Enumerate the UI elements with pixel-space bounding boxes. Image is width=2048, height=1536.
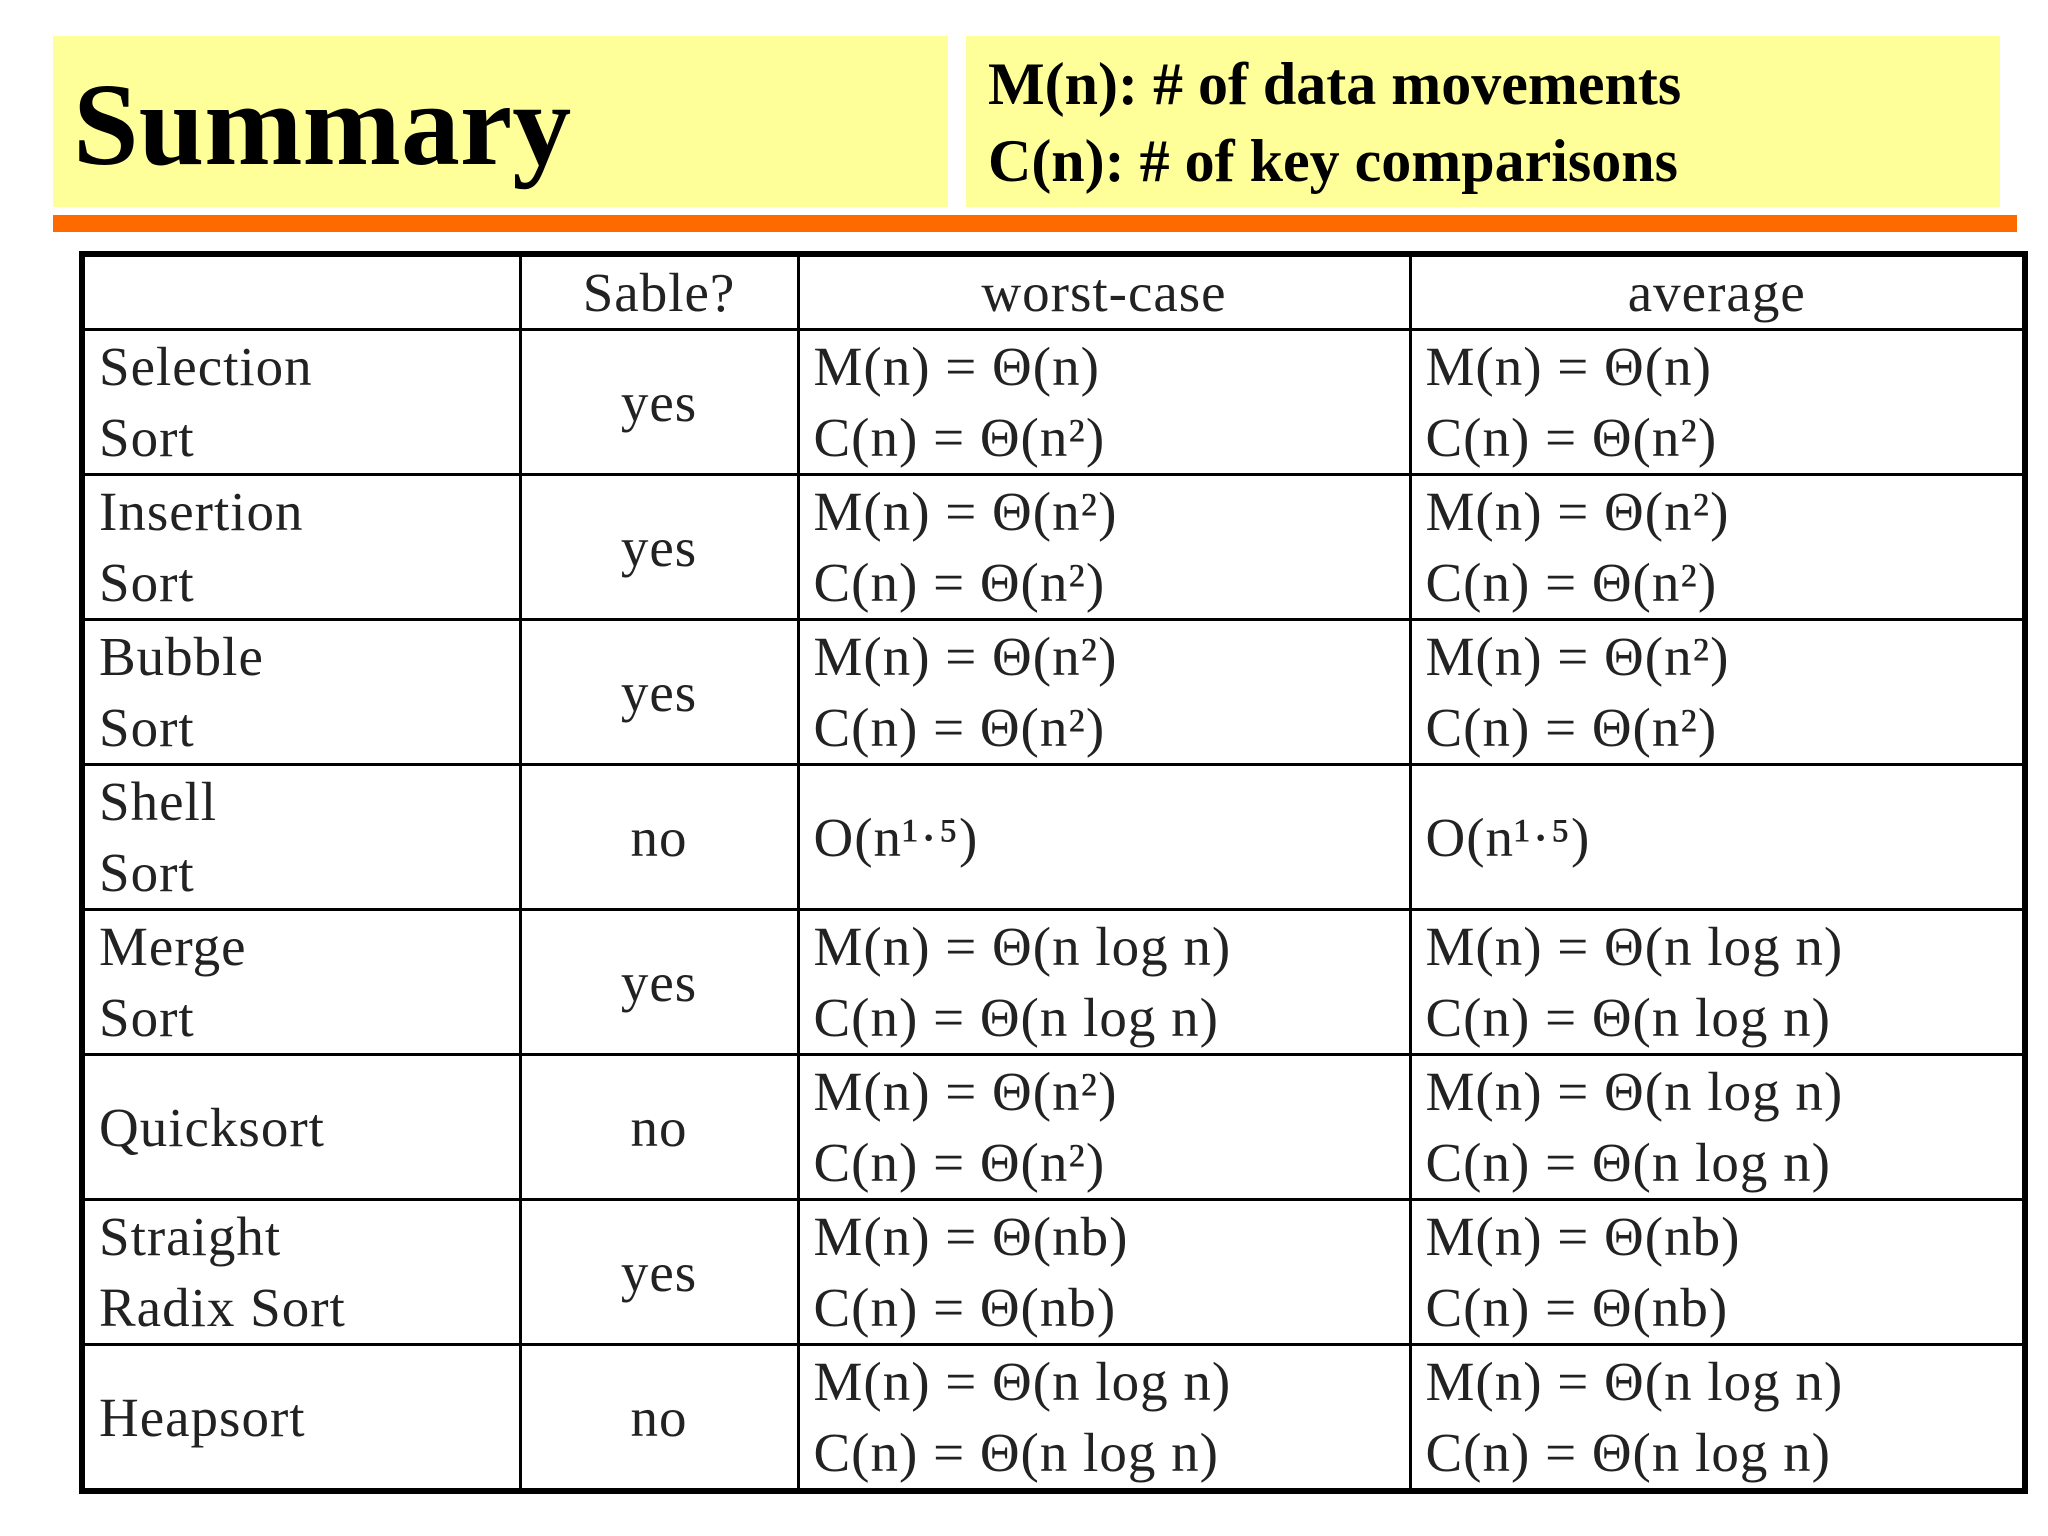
name-line: Sort (99, 842, 195, 903)
table-row: Quicksort no M(n) = Θ(n²) C(n) = Θ(n²) M(n) … (80, 1053, 2027, 1201)
header-cell: worst-case (796, 252, 1412, 331)
name-line: Sort (99, 987, 195, 1048)
average-line: M(n) = Θ(nb) (1425, 1206, 1741, 1267)
worst-line: C(n) = Θ(n log n) (813, 987, 1219, 1048)
name-cell: Straight Radix Sort (80, 1198, 522, 1346)
worst-cell: M(n) = Θ(n²) C(n) = Θ(n²) (796, 1053, 1412, 1201)
table-row: Insertion Sort yes M(n) = Θ(n²) C(n) = Θ(n²)… (80, 473, 2027, 621)
average-line: O(n¹·⁵) (1425, 806, 1591, 868)
name-line: Sort (99, 552, 195, 613)
name-line: Sort (99, 407, 195, 468)
name-line: Straight (99, 1206, 282, 1267)
stable-cell: no (518, 763, 800, 911)
average-line: C(n) = Θ(n log n) (1425, 1422, 1831, 1483)
name-cell: Heapsort (80, 1343, 522, 1493)
header-cell: average (1408, 252, 2027, 331)
name-line: Shell (99, 771, 218, 832)
stable-cell: yes (518, 908, 800, 1056)
worst-line: O(n¹·⁵) (813, 806, 979, 868)
name-cell: Merge Sort (80, 908, 522, 1056)
average-line: C(n) = Θ(n²) (1425, 552, 1718, 613)
stable-cell: yes (518, 618, 800, 766)
table-row: Bubble Sort yes M(n) = Θ(n²) C(n) = Θ(n²) M(n… (80, 618, 2027, 766)
table-body: Sable? worst-case average Selection Sort y… (80, 252, 2027, 1493)
name-line: Radix Sort (99, 1277, 346, 1338)
name-line: Heapsort (99, 1386, 306, 1448)
stable-cell: no (518, 1343, 800, 1493)
average-line: C(n) = Θ(n²) (1425, 407, 1718, 468)
worst-line: C(n) = Θ(n log n) (813, 1422, 1219, 1483)
average-line: C(n) = Θ(n²) (1425, 697, 1718, 758)
name-cell: Insertion Sort (80, 473, 522, 621)
worst-line: C(n) = Θ(n²) (813, 552, 1106, 613)
name-line: Insertion (99, 481, 304, 542)
stable-cell: yes (518, 473, 800, 621)
average-line: M(n) = Θ(n²) (1425, 626, 1730, 687)
header-cell (80, 252, 522, 331)
average-line: C(n) = Θ(nb) (1425, 1277, 1729, 1338)
worst-cell: M(n) = Θ(n log n) C(n) = Θ(n log n) (796, 908, 1412, 1056)
name-cell: Selection Sort (80, 328, 522, 476)
table-row: Shell Sort no O(n¹·⁵) O(n¹·⁵) (80, 763, 2027, 911)
average-line: C(n) = Θ(n log n) (1425, 1132, 1831, 1193)
worst-line: M(n) = Θ(n²) (813, 626, 1118, 687)
legend-box: M(n): # of data movements C(n): # of key… (966, 36, 2000, 207)
name-line: Merge (99, 916, 247, 977)
average-line: C(n) = Θ(n log n) (1425, 987, 1831, 1048)
average-cell: M(n) = Θ(n log n) C(n) = Θ(n log n) (1408, 1343, 2027, 1493)
name-cell: Shell Sort (80, 763, 522, 911)
name-line: Bubble (99, 626, 264, 687)
worst-line: C(n) = Θ(n²) (813, 407, 1106, 468)
legend-line: C(n): # of key comparisons (988, 128, 1678, 194)
header-cell: Sable? (518, 252, 800, 331)
legend-line: M(n): # of data movements (988, 51, 1682, 117)
worst-cell: M(n) = Θ(n²) C(n) = Θ(n²) (796, 473, 1412, 621)
worst-line: M(n) = Θ(n²) (813, 481, 1118, 542)
table-row: Straight Radix Sort yes M(n) = Θ(nb) C(n) = … (80, 1198, 2027, 1346)
table-row: Selection Sort yes M(n) = Θ(n) C(n) = Θ(n²) M… (80, 328, 2027, 476)
worst-line: M(n) = Θ(n log n) (813, 916, 1232, 977)
average-line: M(n) = Θ(n log n) (1425, 916, 1844, 977)
average-line: M(n) = Θ(n log n) (1425, 1061, 1844, 1122)
stable-cell: no (518, 1053, 800, 1201)
worst-line: M(n) = Θ(n²) (813, 1061, 1118, 1122)
name-cell: Bubble Sort (80, 618, 522, 766)
name-cell: Quicksort (80, 1053, 522, 1201)
worst-cell: M(n) = Θ(n) C(n) = Θ(n²) (796, 328, 1412, 476)
average-line: M(n) = Θ(n²) (1425, 481, 1730, 542)
worst-cell: M(n) = Θ(nb) C(n) = Θ(nb) (796, 1198, 1412, 1346)
divider (53, 215, 2017, 232)
summary-table: Sable? worst-case average Selection Sort y… (79, 251, 2028, 1494)
header-row: Sable? worst-case average (80, 252, 2027, 331)
stable-cell: yes (518, 1198, 800, 1346)
name-line: Quicksort (99, 1096, 325, 1158)
table-row: Merge Sort yes M(n) = Θ(n log n) C(n) = Θ(n … (80, 908, 2027, 1056)
worst-line: C(n) = Θ(n²) (813, 1132, 1106, 1193)
average-line: M(n) = Θ(n) (1425, 336, 1712, 397)
average-cell: M(n) = Θ(n²) C(n) = Θ(n²) (1408, 473, 2027, 621)
worst-cell: O(n¹·⁵) (796, 763, 1412, 911)
average-line: M(n) = Θ(n log n) (1425, 1351, 1844, 1412)
average-cell: M(n) = Θ(n²) C(n) = Θ(n²) (1408, 618, 2027, 766)
title: Summary (73, 59, 572, 190)
name-line: Sort (99, 697, 195, 758)
worst-cell: M(n) = Θ(n²) C(n) = Θ(n²) (796, 618, 1412, 766)
name-line: Selection (99, 336, 313, 397)
average-cell: M(n) = Θ(nb) C(n) = Θ(nb) (1408, 1198, 2027, 1346)
worst-line: M(n) = Θ(n log n) (813, 1351, 1232, 1412)
average-cell: M(n) = Θ(n log n) C(n) = Θ(n log n) (1408, 908, 2027, 1056)
worst-line: M(n) = Θ(n) (813, 336, 1100, 397)
worst-line: C(n) = Θ(nb) (813, 1277, 1117, 1338)
stable-cell: yes (518, 328, 800, 476)
average-cell: O(n¹·⁵) (1408, 763, 2027, 911)
worst-line: C(n) = Θ(n²) (813, 697, 1106, 758)
average-cell: M(n) = Θ(n log n) C(n) = Θ(n log n) (1408, 1053, 2027, 1201)
table-row: Heapsort no M(n) = Θ(n log n) C(n) = Θ(n lo… (80, 1343, 2027, 1493)
average-cell: M(n) = Θ(n) C(n) = Θ(n²) (1408, 328, 2027, 476)
worst-cell: M(n) = Θ(n log n) C(n) = Θ(n log n) (796, 1343, 1412, 1493)
worst-line: M(n) = Θ(nb) (813, 1206, 1129, 1267)
title-box: Summary (53, 36, 948, 207)
